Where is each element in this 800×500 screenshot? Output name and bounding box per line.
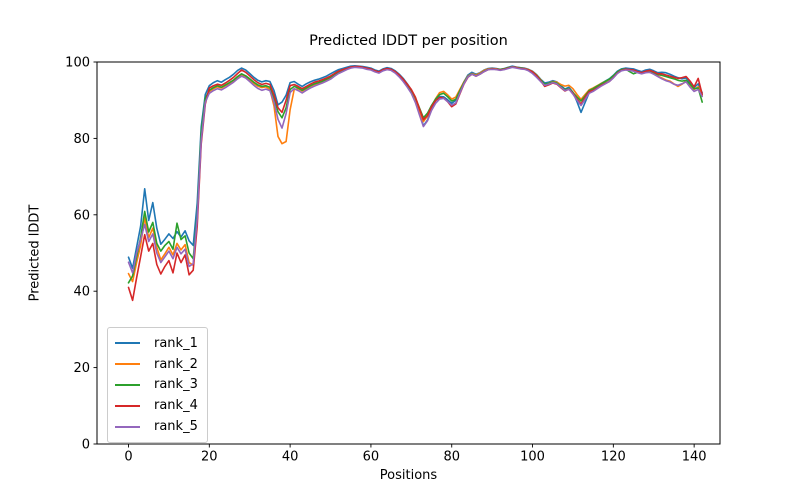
legend-line-swatch — [115, 404, 140, 407]
legend-label: rank_5 — [154, 419, 198, 435]
x-tick-label: 100 — [520, 450, 545, 465]
legend-label: rank_2 — [154, 356, 198, 372]
legend-line-swatch — [115, 342, 140, 345]
y-tick-label: 40 — [73, 285, 90, 300]
y-tick-label: 100 — [65, 56, 90, 71]
legend-label: rank_3 — [154, 377, 198, 393]
legend: rank_1 rank_2 rank_3 rank_4 rank_5 — [107, 327, 208, 443]
legend-item-rank_5: rank_5 — [115, 416, 198, 437]
legend-line-swatch — [115, 363, 140, 366]
legend-item-rank_2: rank_2 — [115, 354, 198, 375]
x-tick-label: 120 — [601, 450, 626, 465]
legend-item-rank_1: rank_1 — [115, 333, 198, 354]
y-tick-label: 0 — [82, 438, 90, 453]
y-tick-label: 60 — [73, 208, 90, 223]
x-tick-label: 40 — [282, 450, 299, 465]
legend-label: rank_1 — [154, 335, 198, 351]
legend-item-rank_3: rank_3 — [115, 375, 198, 396]
legend-label: rank_4 — [154, 398, 198, 414]
x-tick-label: 80 — [443, 450, 460, 465]
x-tick-label: 140 — [682, 450, 707, 465]
chart-title: Predicted lDDT per position — [309, 33, 508, 49]
y-axis-label: Predicted lDDT — [27, 204, 43, 302]
legend-line-swatch — [115, 383, 140, 386]
legend-item-rank_4: rank_4 — [115, 395, 198, 416]
y-tick-label: 80 — [73, 132, 90, 147]
legend-line-swatch — [115, 425, 140, 428]
series-line-rank_5 — [127, 66, 704, 274]
x-axis-label: Positions — [379, 468, 438, 483]
y-tick-label: 20 — [73, 361, 90, 376]
x-tick-label: 20 — [201, 450, 218, 465]
axes-spines — [96, 61, 721, 445]
x-tick-label: 0 — [124, 450, 132, 465]
x-tick-label: 60 — [363, 450, 380, 465]
